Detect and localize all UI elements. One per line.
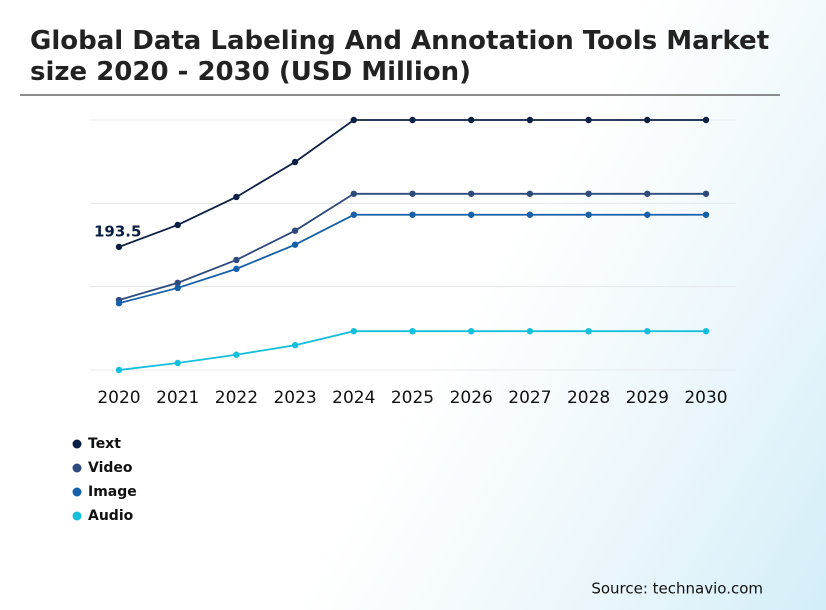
data-point (174, 359, 181, 367)
x-tick-label: 2022 (215, 388, 258, 408)
title-line: size 2020 - 2030 (USD Million) (30, 57, 471, 87)
data-point (115, 366, 123, 374)
data-point (468, 116, 475, 124)
data-point (350, 190, 357, 197)
legend-marker (72, 463, 82, 473)
data-point (585, 327, 592, 335)
data-point (350, 327, 357, 335)
data-point (526, 190, 534, 197)
data-point (644, 190, 651, 197)
data-point (702, 190, 710, 197)
data-point (702, 211, 710, 218)
data-point (174, 279, 181, 287)
data-point (233, 265, 240, 273)
data-point (233, 256, 240, 264)
series-line (118, 192, 706, 301)
data-point (526, 116, 534, 124)
data-point (468, 190, 475, 197)
legend-marker (72, 439, 82, 449)
title-line: Global Data Labeling And Annotation Tool… (30, 26, 769, 56)
x-tick-label: 2025 (391, 388, 434, 408)
x-tick-label: 2020 (97, 388, 140, 408)
data-point (409, 211, 416, 218)
x-tick-label: 2021 (156, 388, 199, 408)
legend-label: Image (88, 484, 137, 500)
x-tick-label: 2023 (273, 388, 316, 408)
x-tick-label: 2027 (508, 388, 551, 408)
data-point (291, 227, 299, 234)
data-point (233, 351, 240, 358)
x-tick-label: 2026 (450, 388, 493, 408)
data-point (702, 116, 710, 124)
data-point (174, 284, 181, 292)
series-line (118, 213, 706, 305)
data-point (644, 211, 651, 218)
series-line (118, 330, 706, 371)
data-point (468, 211, 475, 218)
legend-marker (72, 511, 82, 521)
chart-title: Global Data Labeling And Annotation Tool… (30, 26, 769, 87)
data-point (350, 211, 357, 218)
legend-label: Audio (88, 508, 134, 524)
data-point (115, 300, 123, 307)
data-point (585, 211, 592, 218)
data-point (585, 116, 592, 124)
data-point (468, 327, 475, 335)
data-point (702, 327, 710, 335)
data-point (644, 116, 651, 124)
data-point (409, 116, 416, 124)
data-point (291, 241, 299, 248)
source: Source: technavio.com (591, 580, 763, 598)
data-point (291, 158, 299, 166)
legend-marker (72, 487, 82, 497)
data-point (526, 211, 534, 218)
data-point (409, 327, 416, 335)
data-point (291, 341, 299, 349)
data-point (409, 190, 416, 197)
data-label: 193.5 (94, 222, 141, 240)
data-point (115, 243, 123, 251)
data-point (644, 327, 651, 335)
legend-label: Video (88, 460, 133, 476)
data-point (174, 221, 181, 229)
x-tick-label: 2024 (332, 388, 375, 408)
data-point (350, 116, 357, 124)
data-point (585, 190, 592, 197)
x-tick-label: 2028 (567, 388, 610, 408)
data-point (526, 327, 534, 335)
x-tick-label: 2030 (684, 388, 727, 408)
series-line (118, 119, 706, 248)
legend-label: Text (88, 436, 121, 452)
x-tick-label: 2029 (626, 388, 669, 408)
data-point (233, 193, 240, 201)
